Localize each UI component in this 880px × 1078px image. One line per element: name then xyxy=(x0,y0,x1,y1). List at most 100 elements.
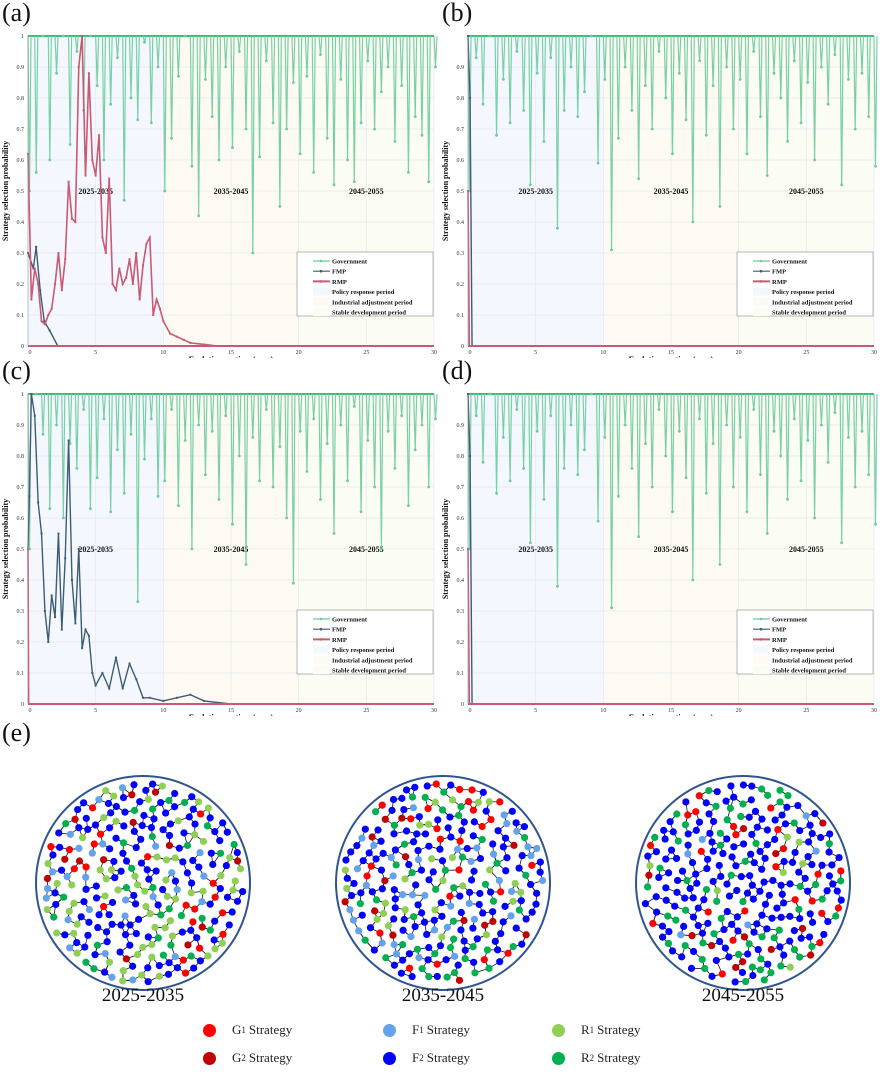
y-tick-label: 0.7 xyxy=(17,127,25,133)
network-node xyxy=(774,825,782,834)
network-node xyxy=(820,930,828,939)
government-point xyxy=(393,140,397,143)
network-node xyxy=(105,958,114,966)
network-node xyxy=(441,866,449,874)
government-point xyxy=(623,65,627,69)
network-node xyxy=(791,896,799,904)
network-node xyxy=(216,884,224,893)
network-node xyxy=(780,899,788,907)
legend-subscript: 2 xyxy=(241,1053,246,1063)
network-node xyxy=(84,931,92,939)
network-node xyxy=(775,926,783,934)
legend-marker xyxy=(319,617,323,621)
network-node xyxy=(407,933,415,941)
x-tick-label: 5 xyxy=(94,708,97,714)
network-node xyxy=(829,880,837,888)
government-point xyxy=(271,485,275,489)
period-label: 2045-2055 xyxy=(789,545,824,554)
fmp-point xyxy=(39,289,42,292)
government-point xyxy=(522,467,526,470)
network-node xyxy=(85,918,93,926)
network-node xyxy=(508,807,516,815)
network-node xyxy=(372,808,380,816)
fmp-point xyxy=(142,696,145,699)
network-node xyxy=(196,957,204,965)
network-node xyxy=(496,798,504,806)
network-node xyxy=(392,950,401,958)
legend-label: Government xyxy=(332,259,368,266)
network-node xyxy=(43,905,51,914)
network-node xyxy=(137,835,145,843)
government-point xyxy=(745,152,749,156)
x-tick-label: 20 xyxy=(296,350,302,356)
network-node xyxy=(750,928,758,936)
government-point xyxy=(102,417,106,421)
network-node xyxy=(191,830,199,839)
government-point xyxy=(813,516,816,520)
network-node xyxy=(470,818,478,826)
y-tick-label: 0.3 xyxy=(457,609,465,615)
network-node xyxy=(144,964,152,972)
legend-label: Stable development period xyxy=(332,668,406,675)
fmp-point xyxy=(81,647,84,650)
rmp-point xyxy=(121,283,124,285)
network-node xyxy=(411,783,419,791)
network-node xyxy=(430,926,439,934)
network-node xyxy=(143,866,151,874)
network-node xyxy=(420,918,429,926)
network-node xyxy=(231,877,239,885)
government-point xyxy=(34,171,38,174)
network-node xyxy=(450,935,458,943)
legend-label: Stable development period xyxy=(332,310,406,317)
legend-marker xyxy=(319,269,323,273)
network-node xyxy=(436,845,444,853)
network-node xyxy=(55,829,63,837)
government-point xyxy=(298,429,302,433)
government-point xyxy=(765,532,769,535)
government-point xyxy=(772,71,776,75)
network-node xyxy=(129,976,137,984)
y-tick-label: 0.6 xyxy=(457,158,465,164)
network-node xyxy=(365,849,373,857)
network-node xyxy=(233,848,241,857)
network-node xyxy=(455,866,463,874)
network-node xyxy=(748,782,756,790)
fmp-point xyxy=(175,696,178,699)
network-node xyxy=(727,782,735,790)
government-point xyxy=(650,127,654,131)
period-label: 2035-2045 xyxy=(654,187,689,196)
network-node xyxy=(788,858,797,867)
network-node xyxy=(688,932,696,940)
panel-label: (b) xyxy=(442,0,473,27)
network-node xyxy=(681,821,690,829)
network-node xyxy=(673,888,681,896)
network-node xyxy=(667,846,676,854)
network-node xyxy=(370,841,378,849)
period-label: 2035-2045 xyxy=(214,545,249,554)
network-node xyxy=(126,941,134,949)
government-point xyxy=(400,84,404,87)
network-node xyxy=(118,784,127,792)
network-node xyxy=(130,827,138,836)
network-node xyxy=(100,813,108,822)
government-point xyxy=(671,510,674,514)
network-node xyxy=(173,886,181,894)
network-node xyxy=(402,786,411,794)
legend-dot-icon xyxy=(203,1023,216,1037)
legend-marker xyxy=(759,627,763,631)
legend-letter: F xyxy=(412,1050,420,1065)
network-node xyxy=(399,926,407,934)
network-node xyxy=(132,900,140,908)
government-point xyxy=(610,248,613,252)
network-node xyxy=(50,913,58,921)
government-point xyxy=(792,417,796,421)
network-node xyxy=(450,969,459,977)
government-point xyxy=(244,127,248,131)
network-node xyxy=(165,796,173,805)
network-node xyxy=(662,896,670,904)
network-node xyxy=(786,912,794,920)
network-node xyxy=(678,953,686,961)
network-node xyxy=(65,907,73,915)
government-point xyxy=(576,115,580,118)
network-node xyxy=(152,842,160,850)
